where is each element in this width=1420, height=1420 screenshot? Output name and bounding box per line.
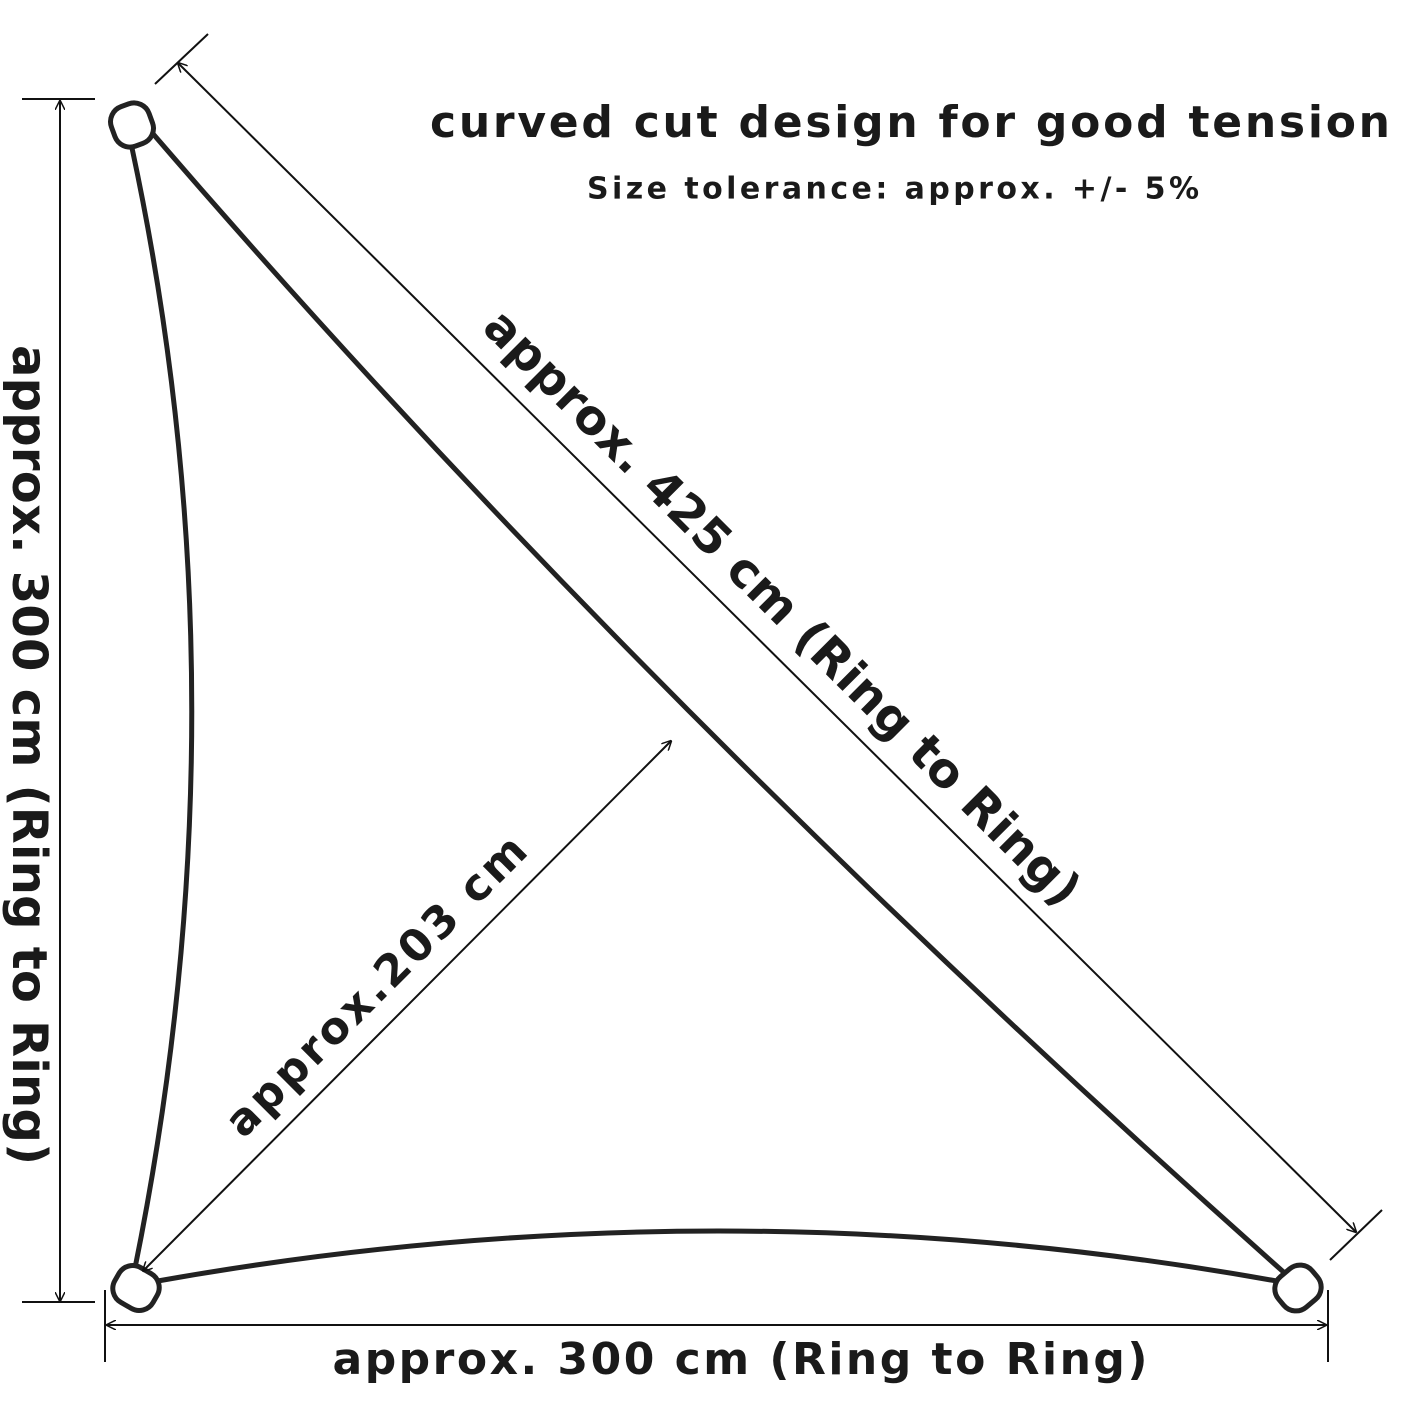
- dimension-line: [143, 741, 671, 1271]
- extension-line: [154, 33, 209, 85]
- dimension-label: approx. 300 cm (Ring to Ring): [333, 1334, 1148, 1385]
- ring: [1272, 1262, 1324, 1314]
- dimension-label: approx. 300 cm (Ring to Ring): [1, 345, 57, 1165]
- dimension-line: [178, 63, 1356, 1232]
- extension-line: [1329, 1209, 1383, 1261]
- ring: [108, 100, 156, 150]
- subtitle: Size tolerance: approx. +/- 5%: [587, 172, 1199, 207]
- title: curved cut design for good tension: [430, 97, 1390, 148]
